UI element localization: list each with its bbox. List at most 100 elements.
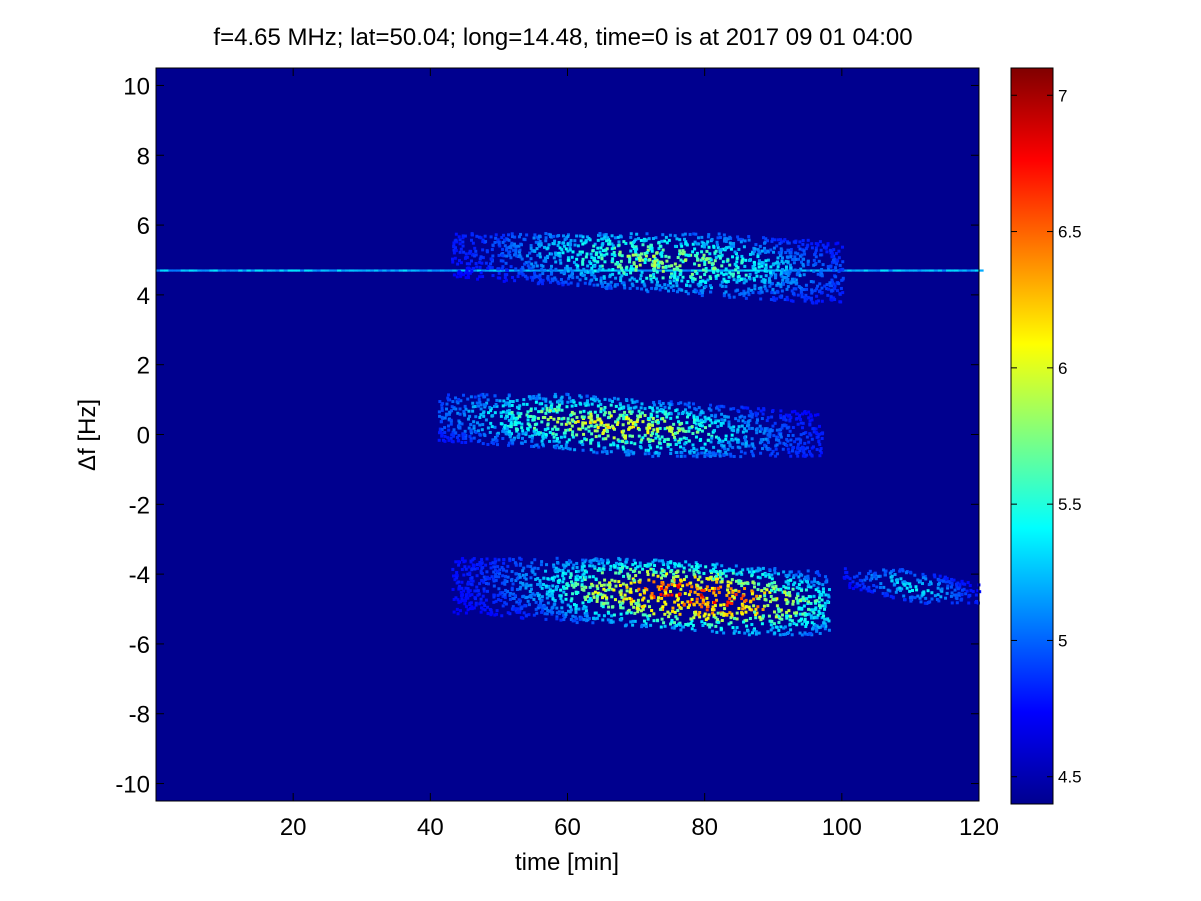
heatmap-cell <box>503 273 507 277</box>
heatmap-cell <box>481 238 485 242</box>
heatmap-cell <box>536 416 540 420</box>
heatmap-line-cell <box>777 269 782 272</box>
heatmap-cell <box>799 267 803 271</box>
heatmap-cell <box>786 439 790 443</box>
heatmap-cell <box>541 278 545 282</box>
heatmap-cell <box>511 400 515 404</box>
heatmap-cell <box>458 238 462 242</box>
heatmap-cell <box>523 440 527 444</box>
heatmap-cell <box>773 631 777 635</box>
heatmap-cell <box>801 257 805 261</box>
heatmap-cell <box>586 270 590 274</box>
heatmap-cell <box>702 614 706 618</box>
heatmap-cell <box>544 397 548 401</box>
heatmap-cell <box>581 274 585 278</box>
heatmap-cell <box>646 570 650 574</box>
heatmap-line-cell <box>872 269 877 272</box>
heatmap-cell <box>479 571 483 575</box>
heatmap-cell <box>683 454 687 458</box>
heatmap-cell <box>976 601 980 605</box>
heatmap-cell <box>651 416 655 420</box>
heatmap-cell <box>661 582 665 586</box>
heatmap-cell <box>874 577 878 581</box>
heatmap-cell <box>717 404 721 408</box>
heatmap-cell <box>598 434 602 438</box>
heatmap-cell <box>511 582 515 586</box>
heatmap-cell <box>800 617 804 621</box>
heatmap-cell <box>608 286 612 290</box>
heatmap-cell <box>537 242 541 246</box>
heatmap-cell <box>827 619 831 623</box>
heatmap-cell <box>677 622 681 626</box>
heatmap-cell <box>797 272 801 276</box>
heatmap-cell <box>560 606 564 610</box>
heatmap-cell <box>813 599 817 603</box>
heatmap-cell <box>583 437 587 441</box>
heatmap-cell <box>747 293 751 297</box>
heatmap-cell <box>534 400 538 404</box>
heatmap-cell <box>587 599 591 603</box>
heatmap-cell <box>756 575 760 579</box>
heatmap-cell <box>764 274 768 278</box>
heatmap-cell <box>491 254 495 258</box>
heatmap-cell <box>497 558 501 562</box>
heatmap-cell <box>693 240 697 244</box>
heatmap-cell <box>505 410 509 414</box>
heatmap-cell <box>692 572 696 576</box>
heatmap-cell <box>807 296 811 300</box>
heatmap-line-cell <box>551 269 556 272</box>
heatmap-cell <box>589 598 593 602</box>
heatmap-cell <box>675 431 679 435</box>
heatmap-cell <box>624 434 628 438</box>
heatmap-cell <box>710 586 714 590</box>
heatmap-cell <box>550 606 554 610</box>
heatmap-cell <box>525 254 529 258</box>
heatmap-cell <box>494 402 498 406</box>
heatmap-cell <box>793 440 797 444</box>
heatmap-cell <box>481 248 485 252</box>
heatmap-cell <box>440 427 444 431</box>
heatmap-cell <box>820 274 824 278</box>
heatmap-cell <box>789 415 793 419</box>
heatmap-cell <box>816 243 820 247</box>
heatmap-cell <box>505 254 509 258</box>
heatmap-cell <box>787 614 791 618</box>
heatmap-cell <box>835 262 839 266</box>
heatmap-cell <box>562 586 566 590</box>
heatmap-cell <box>473 246 477 250</box>
heatmap-cell <box>819 451 823 455</box>
heatmap-cell <box>798 274 802 278</box>
heatmap-cell <box>522 402 526 406</box>
heatmap-cell <box>724 272 728 276</box>
heatmap-cell <box>817 432 821 436</box>
heatmap-line-cell <box>369 269 375 272</box>
heatmap-cell <box>573 448 577 452</box>
heatmap-cell <box>956 581 960 585</box>
heatmap-cell <box>589 270 593 274</box>
heatmap-cell <box>747 414 751 418</box>
heatmap-cell <box>449 418 453 422</box>
heatmap-cell <box>763 429 767 433</box>
heatmap-cell <box>757 631 761 635</box>
heatmap-cell <box>503 276 507 280</box>
heatmap-line-cell <box>238 269 243 272</box>
heatmap-cell <box>800 253 804 257</box>
heatmap-cell <box>636 415 640 419</box>
heatmap-cell <box>593 242 597 246</box>
heatmap-cell <box>479 403 483 407</box>
heatmap-cell <box>786 579 790 583</box>
heatmap-cell <box>743 427 747 431</box>
heatmap-cell <box>779 409 783 413</box>
heatmap-cell <box>510 570 514 574</box>
heatmap-cell <box>830 260 834 264</box>
heatmap-cell <box>690 449 694 453</box>
heatmap-cell <box>517 421 521 425</box>
heatmap-cell <box>703 273 707 277</box>
heatmap-cell <box>752 570 756 574</box>
heatmap-cell <box>487 411 491 415</box>
heatmap-cell <box>518 575 522 579</box>
heatmap-line-cell <box>974 269 980 272</box>
heatmap-cell <box>758 424 762 428</box>
heatmap-cell <box>495 439 499 443</box>
heatmap-cell <box>684 622 688 626</box>
